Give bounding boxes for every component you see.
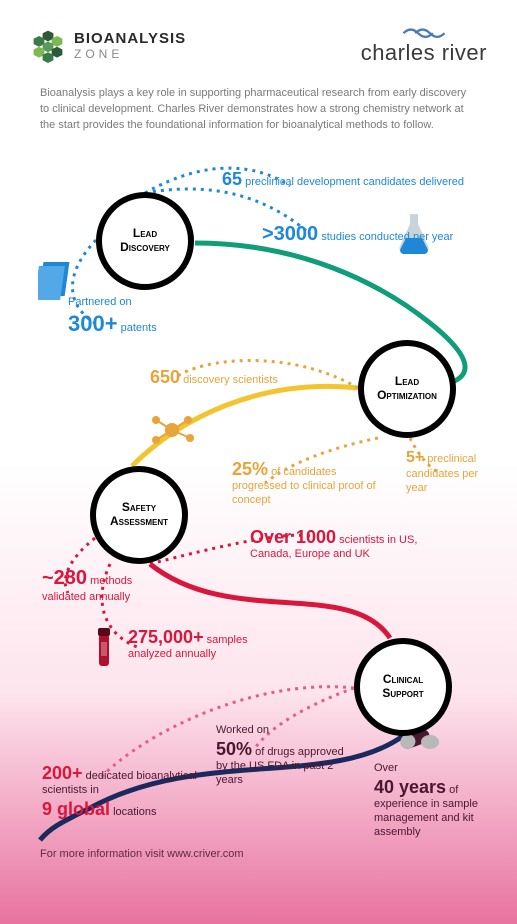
node-safety-assessment: Safety Assessment	[90, 466, 188, 564]
stat-over1000: Over 1000 scientists in US, Canada, Euro…	[250, 526, 450, 562]
node-clinical-support: Clinical Support	[354, 638, 452, 736]
hex-icon	[30, 27, 66, 63]
stat-progressed: 25% of candidates progressed to clinical…	[232, 458, 382, 508]
logo-text-bottom: ZONE	[74, 48, 186, 60]
stat-methods: ~280 methods validated annually	[42, 566, 162, 605]
stat-discovery-scientists: 650 discovery scientists	[150, 366, 278, 389]
vial-icon	[94, 626, 114, 670]
molecule-icon	[148, 410, 196, 450]
header: BIOANALYSIS ZONE charles river	[0, 0, 517, 76]
charles-river-logo: charles river	[361, 24, 487, 66]
stat-experience: Over 40 years of experience in sample ma…	[374, 762, 494, 840]
stat-dedicated: 200+ dedicated bioanalytical scientists …	[42, 762, 232, 821]
stat-fda: Worked on 50% of drugs approved by the U…	[216, 724, 356, 788]
charles-river-text: charles river	[361, 40, 487, 66]
node-lead-optimization: Lead Optimization	[358, 340, 456, 438]
stat-preclinical-delivered: 65 preclinical development candidates de…	[222, 168, 464, 191]
stat-preclin-per-year: 5+ preclinical candidates per year	[406, 448, 496, 496]
node-label: Clinical Support	[366, 673, 440, 701]
footer-text: For more information visit www.criver.co…	[40, 848, 244, 860]
flow-canvas: Lead Discovery Lead Optimization Safety …	[0, 148, 517, 878]
stat-patents: Partnered on300+ patents	[68, 296, 157, 337]
intro-paragraph: Bioanalysis plays a key role in supporti…	[0, 76, 517, 148]
wave-icon	[402, 24, 446, 38]
logo-text-top: BIOANALYSIS	[74, 31, 186, 46]
bioanalysis-logo: BIOANALYSIS ZONE	[30, 27, 186, 63]
stat-studies: >3000 studies conducted per year	[262, 222, 453, 247]
stat-samples: 275,000+ samples analyzed annually	[128, 626, 278, 662]
node-label: Safety Assessment	[102, 501, 176, 529]
node-label: Lead Optimization	[370, 375, 444, 403]
node-label: Lead Discovery	[108, 227, 182, 255]
node-lead-discovery: Lead Discovery	[96, 192, 194, 290]
